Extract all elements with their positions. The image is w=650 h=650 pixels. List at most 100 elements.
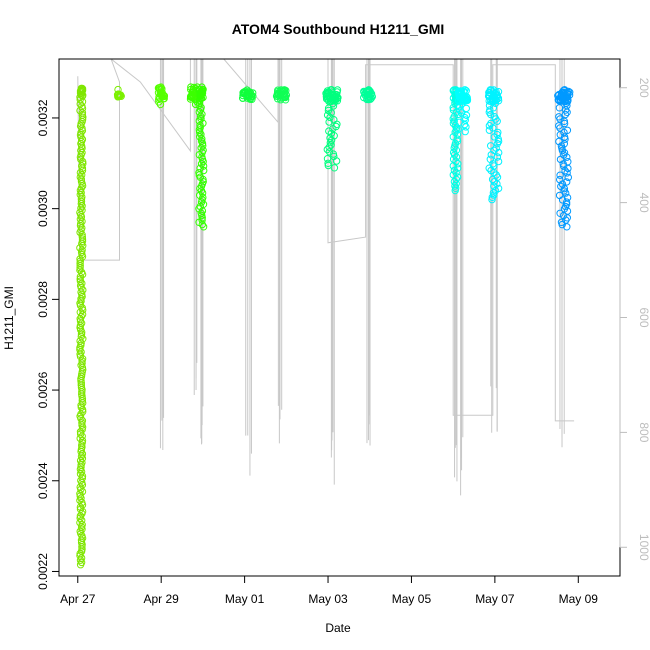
data-point xyxy=(563,223,571,231)
series-group xyxy=(113,85,125,101)
data-point xyxy=(495,148,503,157)
data-point xyxy=(324,161,332,170)
data-point xyxy=(76,434,84,443)
data-point xyxy=(76,430,85,438)
dive-lines xyxy=(490,59,498,433)
data-point xyxy=(195,169,203,177)
dive-lines xyxy=(366,59,371,446)
data-point xyxy=(246,89,255,97)
data-point xyxy=(327,86,335,94)
data-point xyxy=(491,186,500,195)
data-point xyxy=(325,118,333,126)
data-point xyxy=(556,115,564,123)
data-point xyxy=(489,95,498,103)
data-point xyxy=(330,164,339,172)
right-tick-label: 200 xyxy=(637,78,650,98)
data-point xyxy=(360,93,368,102)
data-point xyxy=(323,145,331,154)
data-point xyxy=(449,162,457,170)
data-point xyxy=(560,162,568,170)
data-point xyxy=(450,177,459,186)
series-group xyxy=(76,84,87,569)
data-point xyxy=(561,110,570,119)
data-point xyxy=(558,180,567,188)
flight-track-line xyxy=(77,59,575,422)
data-point xyxy=(558,146,567,155)
data-point xyxy=(561,135,569,143)
data-point xyxy=(490,191,498,199)
chart-title: ATOM4 Southbound H1211_GMI xyxy=(232,21,445,37)
data-point xyxy=(454,125,462,133)
data-point xyxy=(450,151,459,159)
right-tick-label: 600 xyxy=(637,307,650,327)
data-point xyxy=(195,117,203,125)
data-point xyxy=(562,189,570,197)
data-point xyxy=(76,518,84,527)
data-point xyxy=(197,144,205,152)
data-point xyxy=(493,117,501,125)
data-point xyxy=(115,92,123,101)
data-point xyxy=(274,88,282,96)
data-point xyxy=(197,198,206,206)
y-tick-label: 0.0022 xyxy=(36,553,50,590)
x-tick-label: May 03 xyxy=(308,592,348,606)
data-point xyxy=(155,93,163,101)
data-point xyxy=(490,169,498,177)
data-point xyxy=(563,153,571,161)
data-point xyxy=(245,88,254,96)
data-point xyxy=(197,160,206,168)
series-group xyxy=(554,86,574,231)
data-point xyxy=(76,264,84,272)
y-tick-label: 0.0030 xyxy=(36,190,50,227)
data-point xyxy=(199,175,207,184)
data-point xyxy=(462,104,470,113)
data-point xyxy=(329,125,337,133)
data-point xyxy=(197,90,205,98)
data-point xyxy=(458,100,466,108)
x-tick-label: May 01 xyxy=(225,592,265,606)
data-point xyxy=(78,166,87,175)
data-point xyxy=(325,143,333,151)
data-point xyxy=(454,110,462,119)
data-point xyxy=(114,85,122,94)
series-group xyxy=(322,86,342,172)
data-point xyxy=(564,173,572,182)
data-point xyxy=(196,92,205,100)
data-point xyxy=(76,552,84,560)
data-point xyxy=(556,131,564,139)
x-axis-label: Date xyxy=(325,621,351,635)
data-point xyxy=(493,153,502,161)
data-point xyxy=(331,90,339,99)
data-point xyxy=(485,164,493,172)
y-axis-label: H1211_GMI xyxy=(2,286,16,350)
data-point xyxy=(493,139,502,148)
data-point xyxy=(77,401,85,409)
data-point xyxy=(326,134,334,142)
data-point xyxy=(281,93,290,101)
data-point xyxy=(280,86,289,94)
data-point xyxy=(490,133,498,141)
series-group xyxy=(484,86,503,204)
data-point xyxy=(485,126,494,134)
data-point xyxy=(449,133,457,141)
data-point xyxy=(156,100,165,109)
right-tick-label: 400 xyxy=(637,193,650,213)
series-group xyxy=(360,86,376,104)
data-point xyxy=(155,95,163,104)
data-point xyxy=(455,102,464,110)
data-point xyxy=(114,91,122,99)
data-point xyxy=(492,88,500,96)
right-tick-label: 800 xyxy=(637,422,650,442)
x-tick-label: Apr 27 xyxy=(60,592,96,606)
data-point xyxy=(199,157,207,166)
data-point xyxy=(272,92,281,100)
data-point xyxy=(450,166,459,175)
data-point xyxy=(488,90,496,99)
data-point xyxy=(555,104,564,112)
data-point xyxy=(492,115,500,123)
data-point xyxy=(327,88,336,96)
data-point xyxy=(76,561,85,569)
data-point xyxy=(488,193,496,202)
series-group xyxy=(272,86,290,104)
